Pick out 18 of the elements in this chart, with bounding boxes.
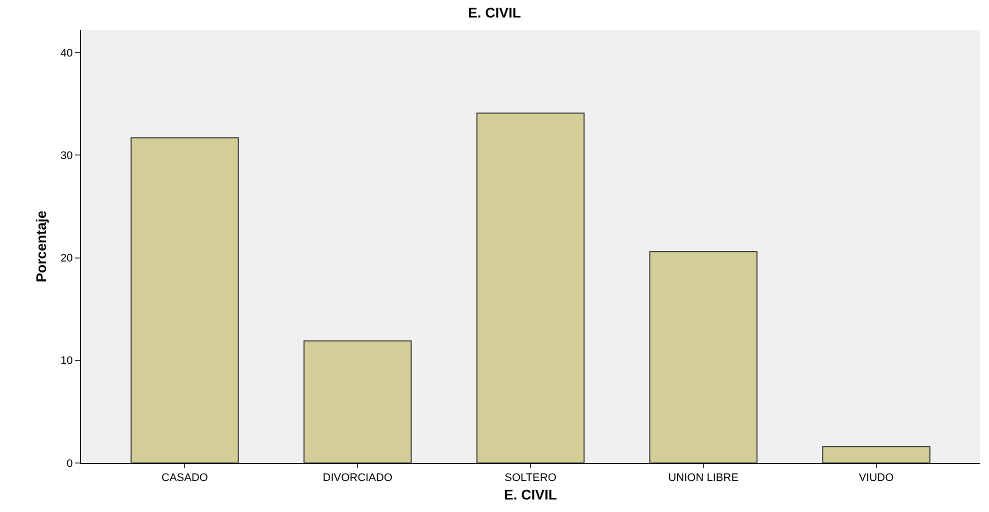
bar: [476, 112, 585, 463]
y-tick-label: 10: [60, 355, 73, 368]
x-tick-label: SOLTERO: [504, 472, 557, 484]
bar: [304, 340, 412, 463]
y-tick-label: 30: [60, 150, 73, 162]
y-tick-label: 40: [60, 47, 73, 60]
x-tick-label: CASADO: [161, 472, 208, 484]
bar: [822, 446, 930, 463]
bar: [130, 137, 239, 463]
y-tick-label: 0: [66, 458, 73, 470]
x-axis-title: E. CIVIL: [504, 486, 558, 502]
x-tick-label: DIVORCIADO: [322, 472, 393, 484]
chart-title: E. CIVIL: [468, 4, 522, 20]
x-tick-label: UNION LIBRE: [668, 472, 739, 484]
x-tick-label: VIUDO: [858, 472, 894, 484]
bar: [649, 251, 758, 463]
y-axis-title: Porcentaje: [33, 210, 50, 282]
y-tick-label: 20: [60, 252, 73, 265]
